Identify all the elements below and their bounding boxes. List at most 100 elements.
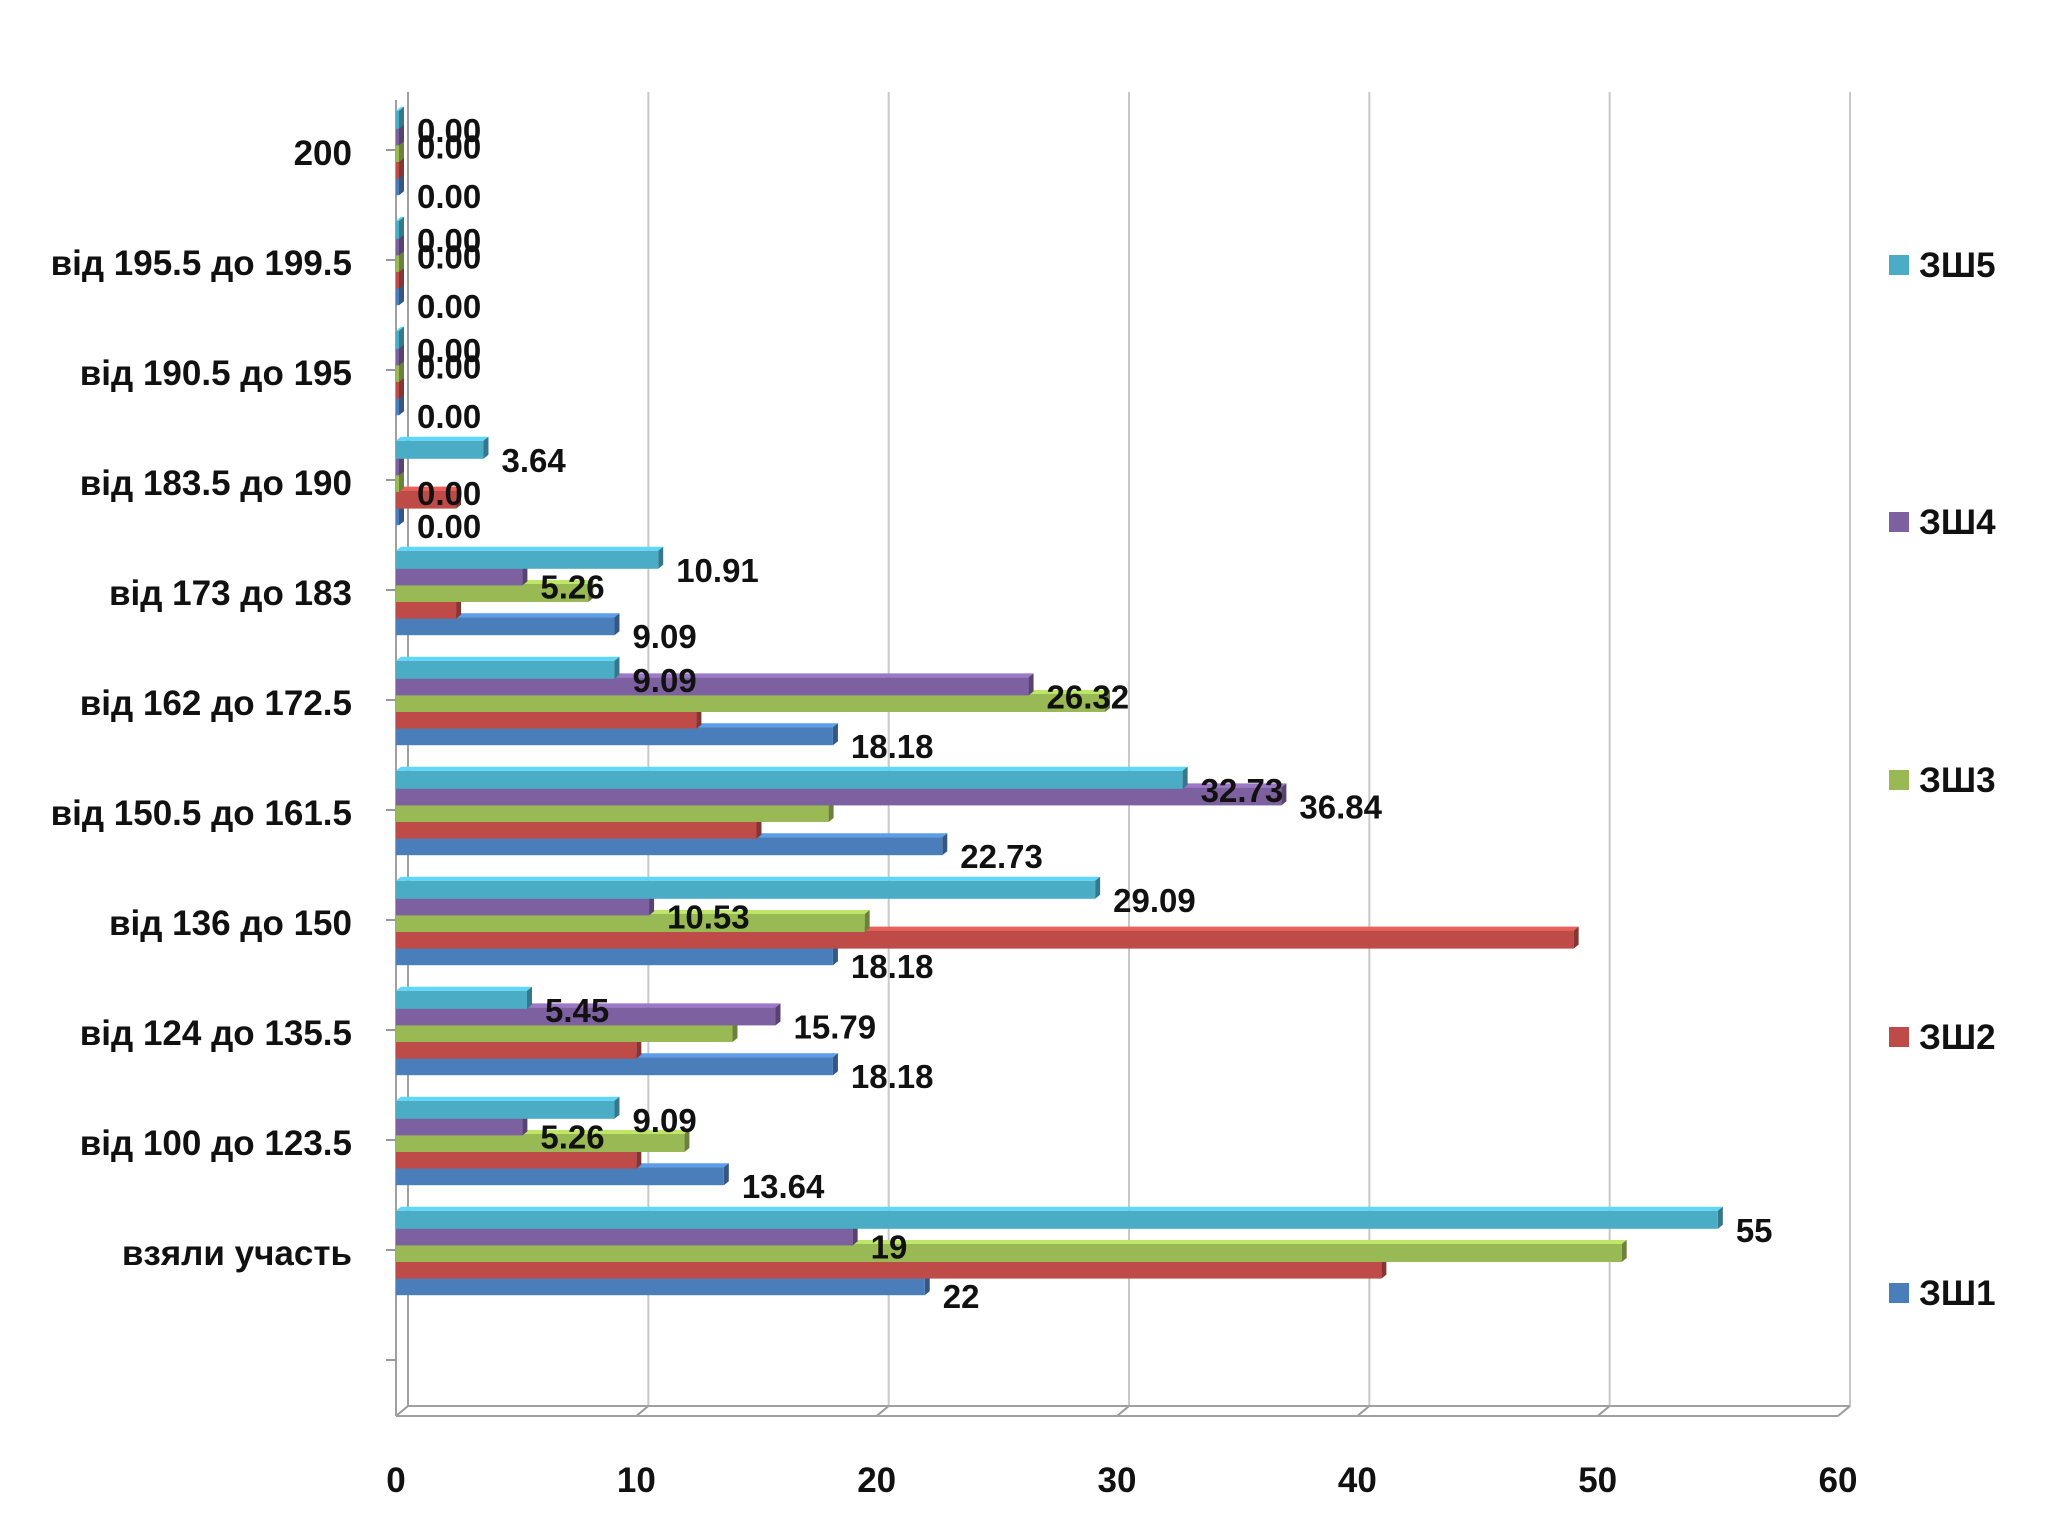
- bar-front-face: [396, 397, 399, 416]
- x-tick-label: 50: [1578, 1461, 1617, 1500]
- bar-front-face: [396, 1210, 1718, 1229]
- bar-front-face: [396, 1100, 615, 1119]
- bar-front-face: [396, 237, 399, 256]
- data-label: 36.84: [1299, 788, 1382, 825]
- axis-line: [1837, 1405, 1851, 1417]
- bar-end-face: [399, 453, 404, 476]
- x-tick-mark: [1116, 1405, 1130, 1417]
- bar-end-face: [483, 436, 489, 459]
- legend-entry: ЗШ4: [1889, 503, 1996, 542]
- bar: [396, 1096, 620, 1119]
- bar-top-face: [396, 986, 532, 991]
- bar-end-face: [399, 470, 404, 492]
- data-label: 0.00: [417, 398, 481, 435]
- bar-front-face: [396, 694, 1105, 712]
- legend-entry: ЗШ2: [1889, 1018, 1996, 1057]
- category-label: взяли участь: [122, 1234, 352, 1273]
- x-tick-mark: [876, 1405, 890, 1417]
- bar-front-face: [396, 1024, 733, 1042]
- x-tick-label: 10: [617, 1461, 656, 1500]
- bar-front-face: [396, 914, 865, 932]
- bar-front-face: [396, 1244, 1622, 1262]
- bar: [396, 986, 532, 1009]
- bar-end-face: [684, 1130, 690, 1152]
- bar: [396, 486, 462, 509]
- bar-end-face: [1104, 690, 1110, 712]
- x-tick-label: 30: [1098, 1461, 1137, 1500]
- bar-front-face: [396, 380, 399, 399]
- bar-end-face: [399, 233, 404, 256]
- bar-top-face: [396, 436, 489, 441]
- legend-entry: ЗШ3: [1889, 761, 1996, 800]
- data-label: 19: [871, 1228, 908, 1265]
- bar-end-face: [723, 1163, 729, 1186]
- bar-end-face: [399, 156, 404, 179]
- bar-end-face: [1182, 766, 1188, 789]
- data-label: 0.00: [417, 508, 481, 545]
- bar-front-face: [396, 1167, 724, 1186]
- bar-end-face: [399, 376, 404, 399]
- data-label: 5.45: [545, 992, 609, 1029]
- data-label: 0.00: [417, 112, 481, 149]
- bar-front-face: [396, 820, 757, 839]
- bar-front-face: [396, 1260, 1382, 1279]
- bar-top-face: [396, 486, 462, 491]
- x-tick-label: 40: [1338, 1461, 1377, 1500]
- data-label: 10.91: [676, 552, 759, 589]
- bar-top-face: [396, 656, 620, 661]
- bar-front-face: [396, 347, 399, 366]
- bar-end-face: [522, 563, 528, 586]
- bar-end-face: [399, 216, 404, 239]
- bar-front-face: [396, 617, 615, 636]
- data-label: 0.00: [417, 128, 481, 165]
- bar-front-face: [396, 490, 457, 509]
- bar-front-face: [396, 880, 1096, 899]
- legend-label: ЗШ3: [1919, 761, 1996, 800]
- bar-end-face: [636, 1036, 642, 1059]
- data-label: 5.26: [540, 568, 604, 605]
- category-label: від 150.5 до 161.5: [51, 794, 352, 833]
- bar: [396, 436, 489, 459]
- bar-end-face: [756, 816, 762, 839]
- bar-end-face: [456, 596, 462, 619]
- bar-end-face: [732, 1020, 738, 1042]
- bar-front-face: [396, 804, 829, 822]
- bar-end-face: [649, 893, 655, 916]
- bar-front-face: [396, 567, 523, 586]
- bar-end-face: [456, 486, 462, 509]
- bar-top-face: [396, 1206, 1723, 1211]
- legend-swatch: [1889, 512, 1909, 532]
- bar-end-face: [852, 1223, 858, 1246]
- bar-end-face: [399, 250, 404, 272]
- bar-front-face: [396, 177, 399, 196]
- data-label: 18.18: [851, 948, 934, 985]
- bar-front-face: [396, 457, 399, 476]
- bar-end-face: [1717, 1206, 1723, 1229]
- bar-front-face: [396, 837, 943, 856]
- data-label: 32.73: [1201, 772, 1284, 809]
- bar-end-face: [399, 106, 404, 129]
- data-label: 22: [943, 1278, 980, 1315]
- bar-front-face: [396, 220, 399, 239]
- bar: [396, 876, 1101, 899]
- bar-front-face: [396, 474, 399, 492]
- bar-front-face: [396, 330, 399, 349]
- bar-front-face: [396, 990, 527, 1009]
- x-tick-mark: [1597, 1405, 1611, 1417]
- x-tick-label: 20: [857, 1461, 896, 1500]
- data-label: 0.00: [417, 222, 481, 259]
- bar-end-face: [399, 266, 404, 289]
- bar-front-face: [396, 930, 1574, 949]
- category-label: від 124 до 135.5: [80, 1014, 352, 1053]
- bar-top-face: [396, 216, 404, 221]
- bar-end-face: [526, 986, 532, 1009]
- bar-end-face: [775, 1003, 781, 1026]
- data-label: 9.09: [632, 1102, 696, 1139]
- data-label: 29.09: [1113, 882, 1196, 919]
- data-label: 5.26: [540, 1118, 604, 1155]
- legend-entry: ЗШ5: [1889, 246, 1996, 285]
- bar: [396, 216, 404, 239]
- data-label: 0.00: [417, 238, 481, 275]
- bar-front-face: [396, 727, 833, 746]
- bar-front-face: [396, 1277, 925, 1296]
